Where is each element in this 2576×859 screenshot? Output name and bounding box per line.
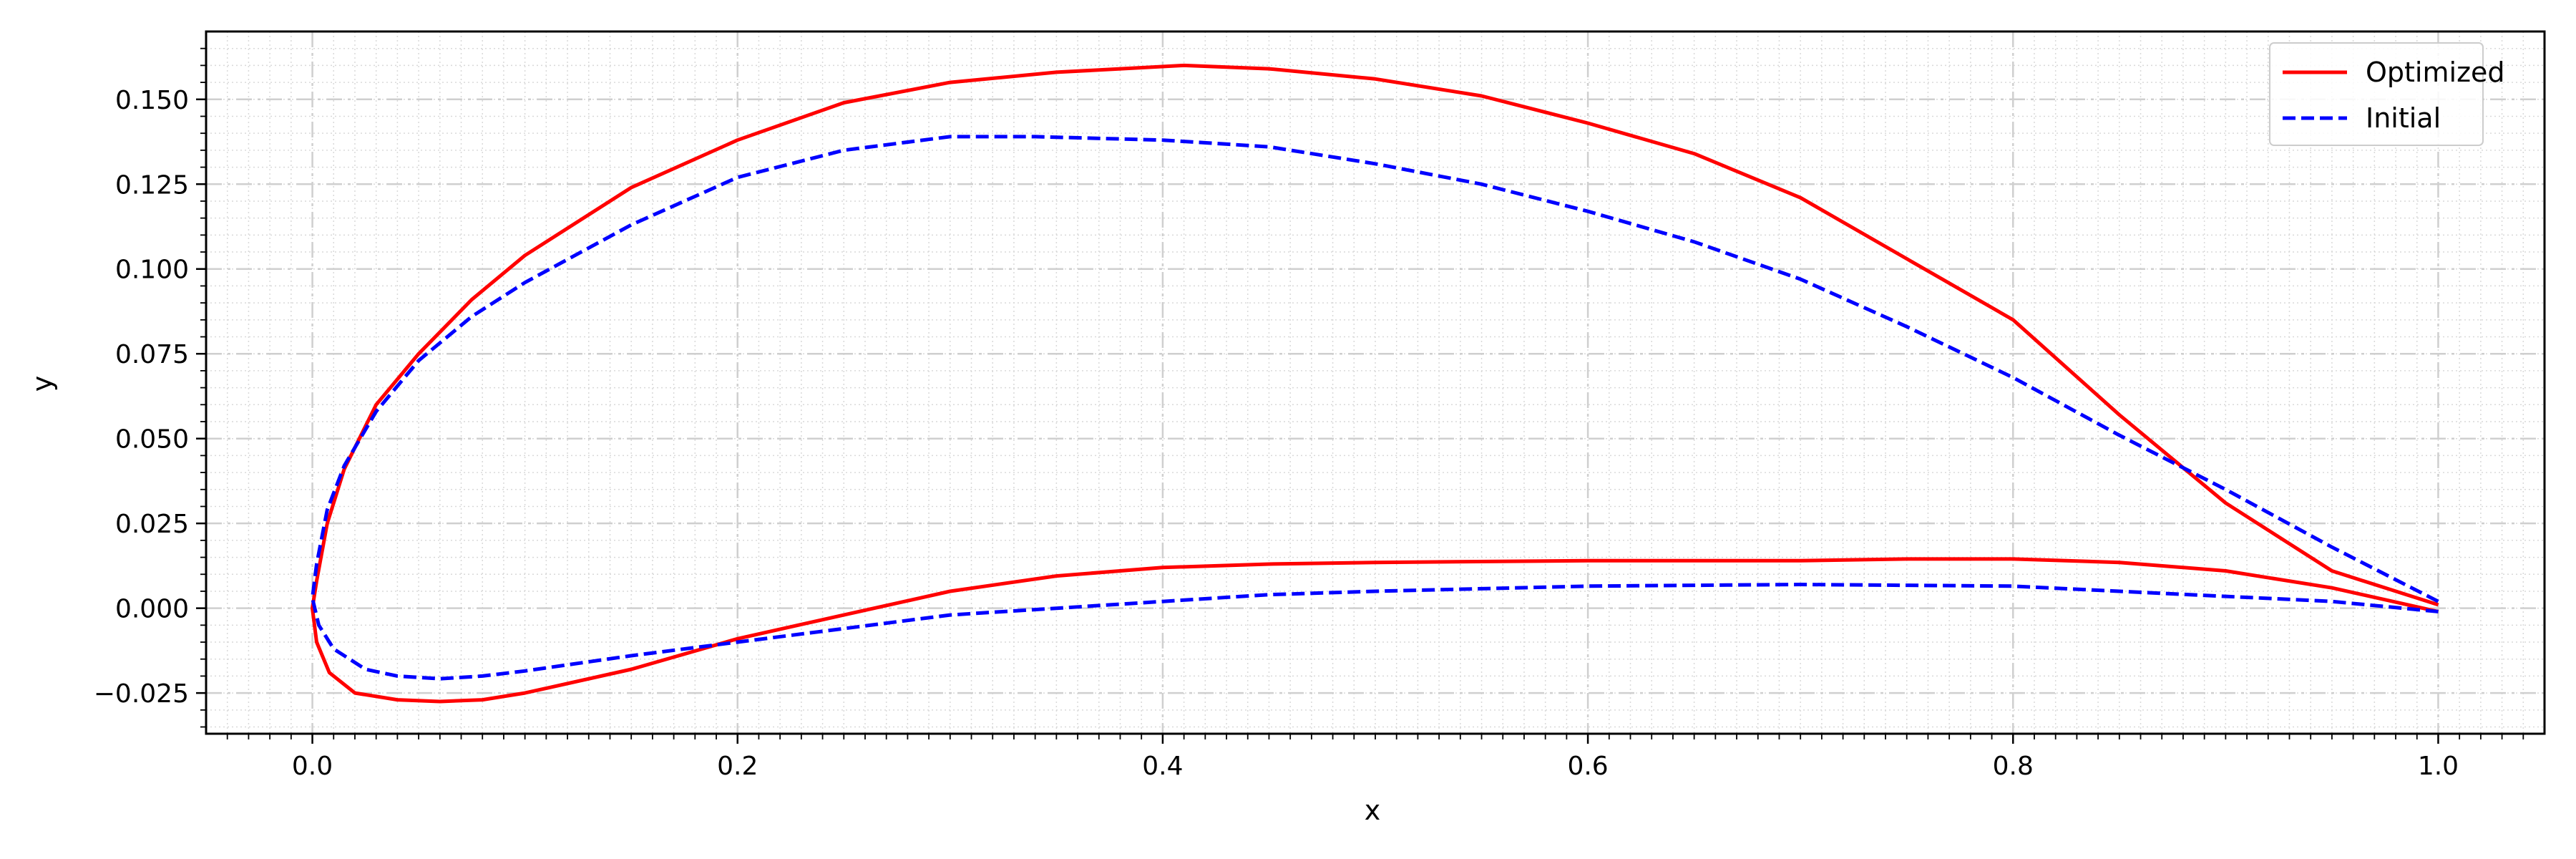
y-tick-label: 0.050	[115, 425, 189, 455]
x-tick-label: 0.6	[1567, 752, 1608, 781]
plot-frame	[205, 30, 2546, 735]
series-line-optimized	[311, 63, 2439, 704]
x-tick-label: 1.0	[2418, 752, 2459, 781]
series-layer	[311, 63, 2439, 704]
y-tick-label: 0.075	[115, 340, 189, 369]
legend-label-initial: Initial	[2366, 102, 2441, 134]
ticks: 0.0 0.2 0.4 0.6 0.8 1.0 −0.025 0.000 0.025 0.050 0…	[94, 47, 2524, 781]
y-tick-label: 0.150	[115, 86, 189, 115]
x-tick-label: 0.8	[1993, 752, 2034, 781]
y-tick-label: −0.025	[94, 679, 189, 709]
y-tick-label: 0.000	[115, 595, 189, 624]
y-tick-label: 0.125	[115, 170, 189, 200]
x-axis-label: x	[1365, 795, 1381, 826]
x-tick-label: 0.4	[1142, 752, 1183, 781]
axes	[205, 30, 2546, 735]
y-axis-label: y	[26, 376, 58, 392]
y-tick-label: 0.025	[115, 510, 189, 539]
legend: Optimized Initial	[2269, 42, 2505, 146]
y-tick-label: 0.100	[115, 256, 189, 285]
x-tick-label: 0.0	[292, 752, 333, 781]
legend-label-optimized: Optimized	[2366, 57, 2505, 88]
series-line-initial	[311, 135, 2439, 681]
x-tick-label: 0.2	[717, 752, 758, 781]
grid	[206, 31, 2545, 734]
